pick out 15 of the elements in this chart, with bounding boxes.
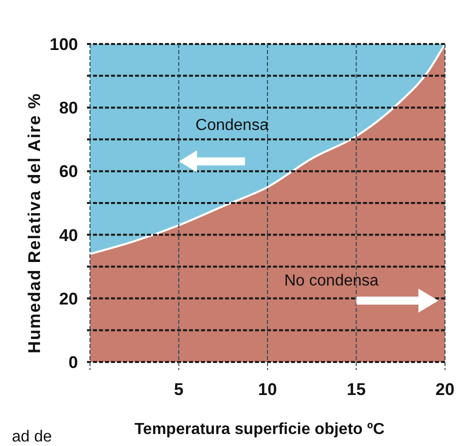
x-tick-label: 5 bbox=[174, 380, 184, 399]
text: ad de bbox=[12, 428, 52, 446]
x-tick-label: 15 bbox=[346, 380, 366, 399]
y-tick-label: 80 bbox=[59, 98, 78, 118]
y-tick-label: 100 bbox=[50, 35, 78, 54]
x-tick-label: 20 bbox=[436, 380, 454, 399]
y-tick-label: 0 bbox=[68, 353, 78, 372]
y-tick-label: 20 bbox=[59, 289, 78, 308]
annotation: No condensa bbox=[284, 272, 379, 290]
y-axis-title: Humedad Relativa del Aire % bbox=[25, 92, 44, 354]
y-tick-label: 40 bbox=[59, 226, 78, 245]
y-tick-label: 60 bbox=[59, 162, 78, 182]
x-tick-label: 10 bbox=[258, 380, 277, 399]
x-axis-title: Temperatura superficie objeto ºC bbox=[134, 421, 385, 438]
annotation: Condensa bbox=[196, 116, 269, 134]
